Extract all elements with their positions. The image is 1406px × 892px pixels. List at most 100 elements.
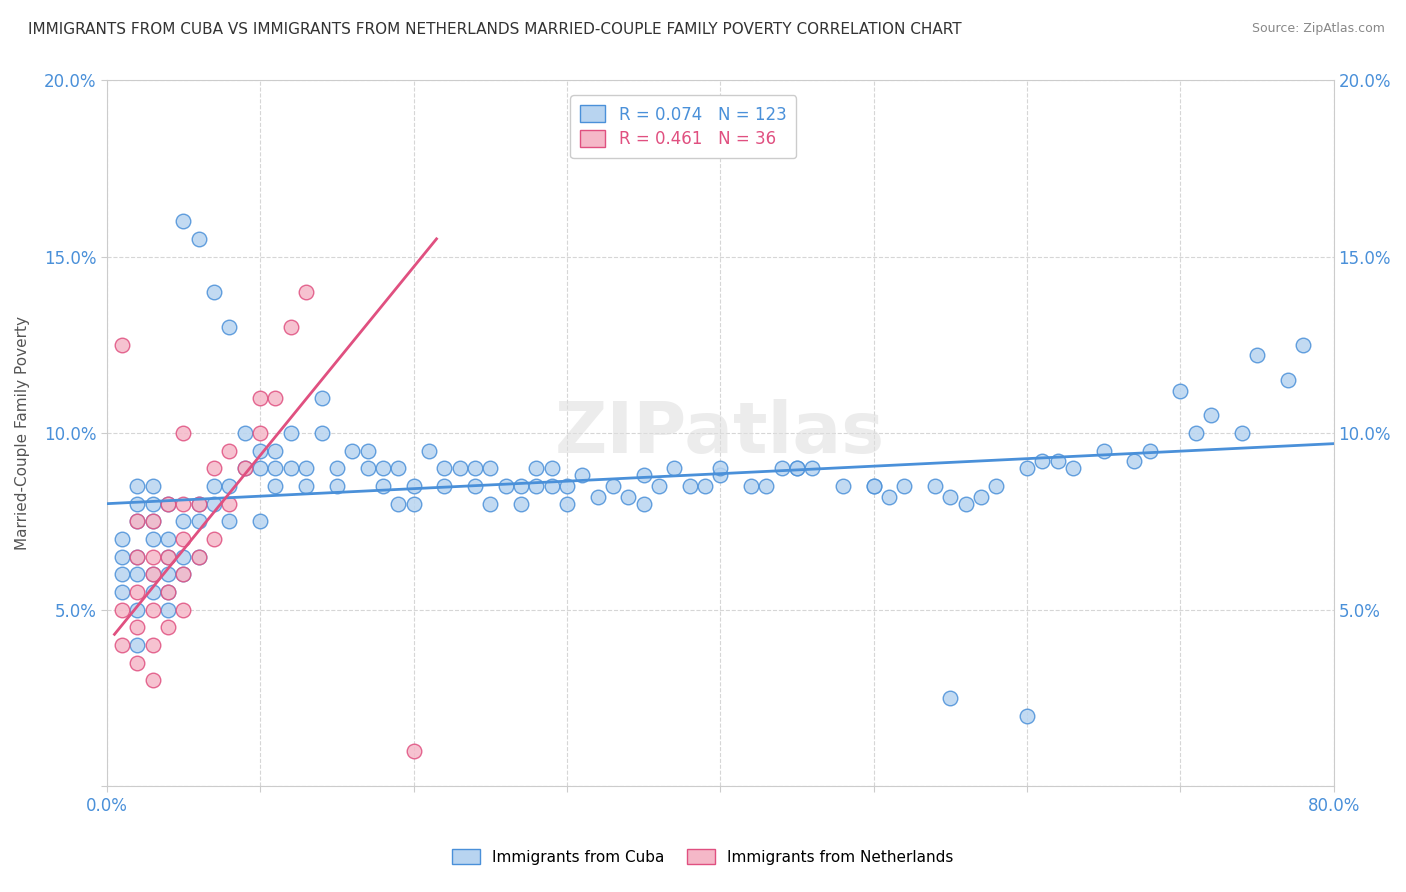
Point (1277, 373, 1299, 387)
Point (387, 461, 409, 475)
Point (832, 479, 855, 493)
Point (1123, 454, 1146, 468)
Point (157, 585, 180, 599)
Point (157, 585, 180, 599)
Point (249, 425, 271, 440)
Point (986, 479, 1008, 493)
Point (939, 690, 962, 705)
Point (127, 514, 149, 528)
Point (264, 443, 287, 458)
Point (571, 468, 593, 483)
Point (264, 461, 287, 475)
Point (172, 567, 194, 582)
Legend: R = 0.074   N = 123, R = 0.461   N = 36: R = 0.074 N = 123, R = 0.461 N = 36 (571, 95, 796, 159)
Point (233, 461, 256, 475)
Point (202, 479, 225, 493)
Point (295, 479, 318, 493)
Point (111, 585, 134, 599)
Point (142, 514, 165, 528)
Point (172, 602, 194, 616)
Point (111, 532, 134, 546)
Point (127, 602, 149, 616)
Point (142, 532, 165, 546)
Point (1168, 384, 1191, 398)
Point (127, 620, 149, 634)
Point (540, 461, 562, 475)
Point (233, 425, 256, 440)
Point (970, 490, 993, 504)
Point (142, 602, 165, 616)
Point (555, 479, 578, 493)
Point (617, 490, 640, 504)
Point (202, 461, 225, 475)
Point (1199, 409, 1222, 423)
Point (157, 602, 180, 616)
Point (142, 567, 165, 582)
Point (479, 461, 502, 475)
Point (801, 461, 824, 475)
Point (187, 549, 209, 564)
Point (524, 479, 547, 493)
Y-axis label: Married-Couple Family Poverty: Married-Couple Family Poverty (15, 316, 30, 550)
Text: ZIPatlas: ZIPatlas (555, 399, 886, 467)
Point (264, 391, 287, 405)
Point (1246, 348, 1268, 362)
Point (172, 567, 194, 582)
Point (127, 549, 149, 564)
Point (402, 497, 425, 511)
Point (249, 443, 271, 458)
Point (218, 497, 240, 511)
Point (356, 443, 378, 458)
Point (755, 479, 778, 493)
Point (127, 567, 149, 582)
Point (371, 461, 394, 475)
Point (187, 549, 209, 564)
Point (1015, 461, 1038, 475)
Point (249, 514, 271, 528)
Point (172, 549, 194, 564)
Point (311, 425, 333, 440)
Point (202, 285, 225, 299)
Point (418, 443, 440, 458)
Point (1184, 425, 1206, 440)
Point (202, 497, 225, 511)
Point (218, 514, 240, 528)
Point (1046, 454, 1069, 468)
Point (509, 479, 531, 493)
Point (218, 479, 240, 493)
Point (356, 461, 378, 475)
Point (142, 673, 165, 688)
Point (402, 479, 425, 493)
Point (387, 497, 409, 511)
Point (524, 461, 547, 475)
Point (111, 549, 134, 564)
Point (326, 479, 349, 493)
Point (157, 497, 180, 511)
Point (1015, 708, 1038, 723)
Point (142, 585, 165, 599)
Point (770, 461, 793, 475)
Point (586, 490, 609, 504)
Point (1062, 461, 1084, 475)
Point (862, 479, 884, 493)
Point (202, 532, 225, 546)
Point (187, 514, 209, 528)
Point (433, 479, 456, 493)
Point (955, 497, 977, 511)
Point (157, 549, 180, 564)
Point (326, 461, 349, 475)
Point (602, 479, 624, 493)
Point (233, 461, 256, 475)
Point (479, 497, 502, 511)
Point (371, 479, 394, 493)
Point (172, 214, 194, 228)
Point (249, 391, 271, 405)
Point (633, 468, 655, 483)
Point (218, 443, 240, 458)
Point (295, 285, 318, 299)
Point (142, 479, 165, 493)
Point (540, 479, 562, 493)
Point (142, 638, 165, 652)
Point (1292, 338, 1315, 352)
Point (464, 479, 486, 493)
